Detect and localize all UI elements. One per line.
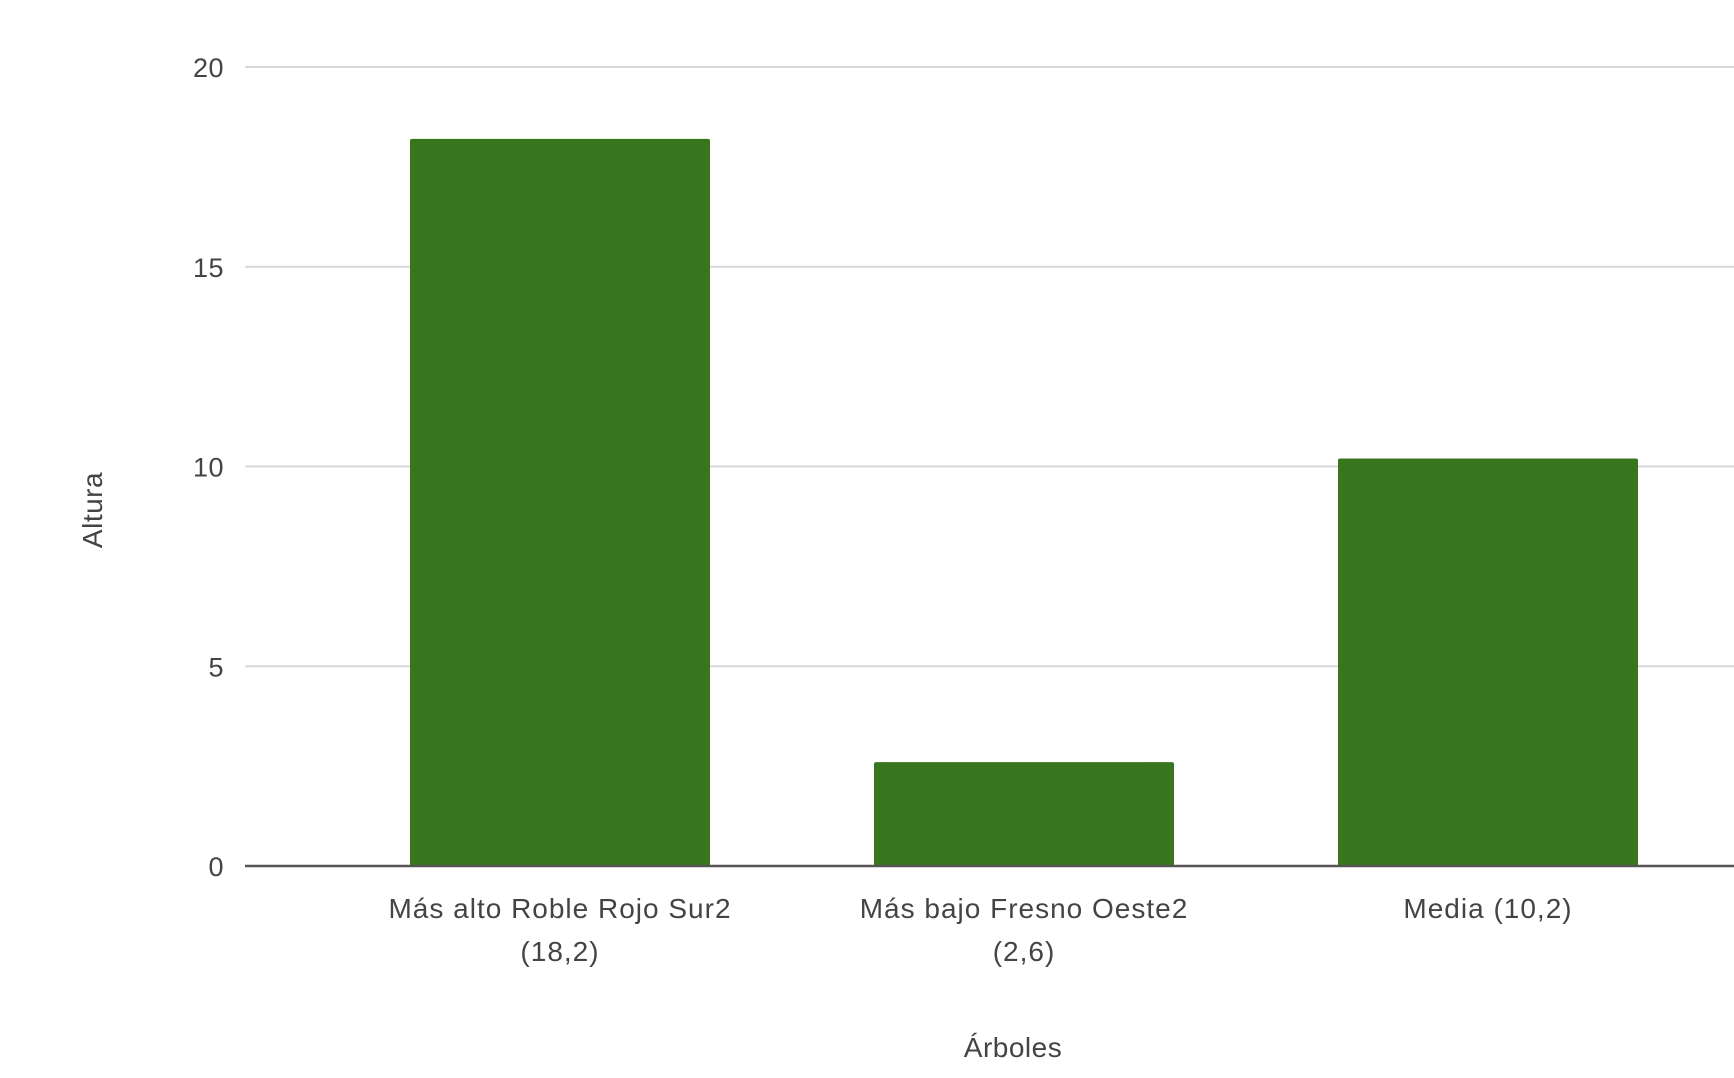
bars <box>410 138 1638 866</box>
category-label-1-0: Más bajo Fresno Oeste2 <box>860 893 1189 924</box>
x-axis-title: Árboles <box>964 1032 1062 1063</box>
y-tick-label-0: 0 <box>208 852 224 882</box>
bar-2 <box>1338 458 1638 866</box>
category-label-0-1: (18,2) <box>520 936 599 967</box>
y-tick-label-3: 15 <box>193 253 224 283</box>
y-axis-title: Altura <box>77 472 108 548</box>
category-label-1-1: (2,6) <box>993 936 1056 967</box>
y-tick-label-2: 10 <box>193 453 224 483</box>
bar-0 <box>410 138 710 866</box>
y-tick-label-4: 20 <box>193 53 224 83</box>
category-label-0-0: Más alto Roble Rojo Sur2 <box>388 893 731 924</box>
category-label-2-0: Media (10,2) <box>1403 893 1572 924</box>
y-tick-label-1: 5 <box>208 652 224 682</box>
x-axis-categories: Más alto Roble Rojo Sur2 (18,2) Más bajo F… <box>388 893 1572 967</box>
bar-1 <box>874 762 1174 866</box>
y-axis-ticks: 0 5 10 15 20 <box>193 53 224 882</box>
